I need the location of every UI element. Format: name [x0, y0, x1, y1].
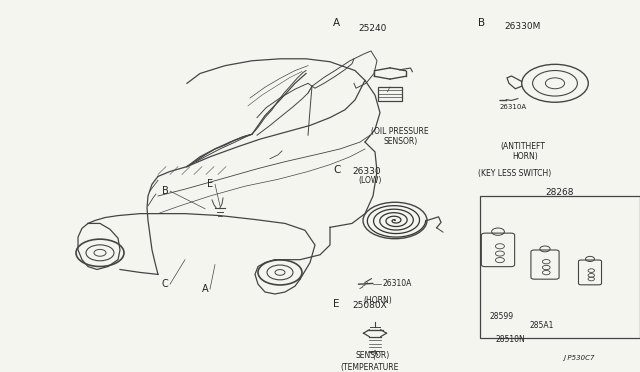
Text: SENSOR): SENSOR)	[355, 351, 389, 360]
Text: (LOW): (LOW)	[358, 176, 381, 185]
Text: (ANTITHEFT: (ANTITHEFT	[500, 142, 545, 151]
Bar	[480, 196, 640, 338]
Text: (HORN): (HORN)	[364, 296, 392, 305]
Text: 25080X: 25080X	[352, 301, 387, 310]
Text: (KEY LESS SWITCH): (KEY LESS SWITCH)	[478, 169, 551, 177]
Text: B: B	[162, 186, 168, 196]
Text: (TEMPERATURE: (TEMPERATURE	[340, 363, 398, 372]
Text: 28599: 28599	[490, 312, 514, 321]
Text: SENSOR): SENSOR)	[383, 137, 418, 146]
Text: J P530C7: J P530C7	[563, 355, 595, 361]
Text: 285A1: 285A1	[530, 321, 554, 330]
Text: E: E	[207, 179, 213, 189]
Text: C: C	[333, 165, 340, 174]
Text: 26310A: 26310A	[382, 279, 412, 288]
Text: A: A	[333, 17, 340, 28]
Text: 25240: 25240	[358, 25, 387, 33]
Text: B: B	[478, 17, 485, 28]
Text: 26330: 26330	[352, 167, 381, 176]
Text: 28268: 28268	[545, 188, 573, 197]
Text: 26310A: 26310A	[500, 105, 527, 110]
Text: (OIL PRESSURE: (OIL PRESSURE	[371, 127, 428, 137]
Text: A: A	[202, 284, 208, 294]
Bar	[378, 87, 401, 101]
Text: HORN): HORN)	[512, 152, 538, 161]
Text: E: E	[333, 299, 339, 309]
Text: C: C	[162, 279, 168, 289]
Text: 26330M: 26330M	[504, 22, 540, 31]
Text: 28510N: 28510N	[495, 335, 525, 344]
